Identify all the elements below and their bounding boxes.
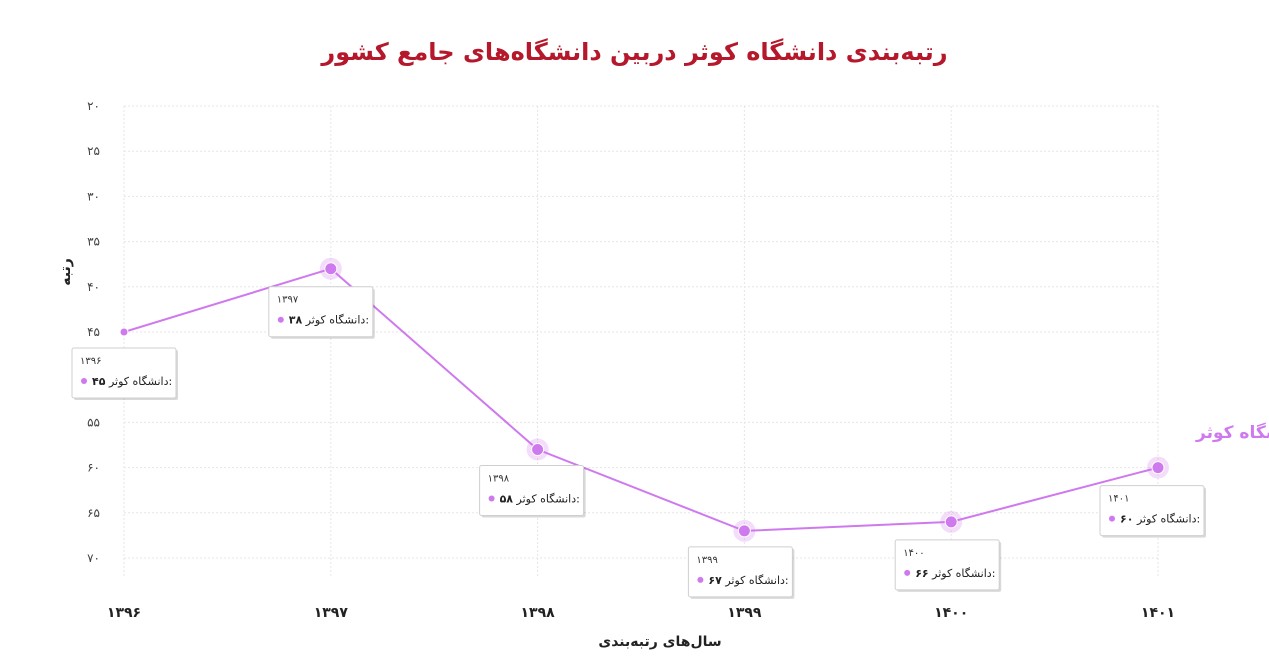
data-label-text: ۴۵ دانشگاه کوثر:	[92, 375, 172, 388]
data-point	[531, 443, 545, 457]
data-label-value: ۶۶	[915, 567, 928, 580]
data-label-box	[71, 347, 177, 399]
grid	[123, 105, 1159, 578]
data-label-box	[1099, 485, 1205, 537]
y-tick-label: ۴۵	[87, 325, 100, 339]
data-label-value: ۵۸	[500, 493, 514, 506]
data-point	[1151, 461, 1165, 475]
data-label-year: ۱۳۹۷	[277, 295, 299, 306]
data-label-marker	[81, 378, 87, 384]
data-point	[944, 515, 958, 529]
data-label-marker	[904, 569, 911, 576]
data-label-value: ۳۸	[289, 314, 303, 327]
data-label-box	[894, 539, 1000, 591]
data-label: ۱۳۹۷ ۳۸ دانشگاه کوثر:	[268, 286, 375, 339]
y-tick-label: ۲۰	[87, 99, 100, 113]
x-axis-label: سال‌های رتبه‌بندی	[598, 634, 721, 650]
data-label-series: دانشگاه کوثر:	[722, 574, 789, 587]
data-label-value: ۶۰	[1120, 513, 1133, 526]
data-label-text: ۵۸ دانشگاه کوثر:	[500, 493, 580, 506]
data-label-text: ۳۸ دانشگاه کوثر:	[289, 314, 369, 327]
data-label-box	[479, 465, 585, 517]
y-tick-label: ۶۰	[87, 461, 100, 475]
data-label-text: ۶۰ دانشگاه کوثر:	[1120, 513, 1200, 526]
data-label-marker	[277, 316, 284, 323]
data-label-value: ۴۵	[92, 375, 106, 388]
data-label-text: ۶۶ دانشگاه کوثر:	[915, 567, 995, 580]
data-point	[324, 262, 338, 276]
data-label-year: ۱۴۰۱	[1108, 494, 1129, 505]
data-label: ۱۳۹۸ ۵۸ دانشگاه کوثر:	[479, 465, 586, 518]
data-point	[119, 327, 129, 337]
data-label-year: ۱۳۹۹	[696, 555, 717, 566]
y-tick-label: ۵۵	[87, 415, 100, 429]
data-label-value: ۶۷	[708, 574, 722, 587]
series-name-label: دانشگاه کوثر	[1195, 422, 1269, 443]
data-label-box	[268, 286, 374, 338]
x-tick-label: ۱۴۰۱	[1141, 605, 1175, 621]
y-tick-label: ۳۵	[87, 235, 100, 249]
x-axis: ۱۳۹۶ ۱۳۹۷ ۱۳۹۸ ۱۳۹۹ ۱۴۰۰ ۱۴۰۱	[107, 605, 1175, 621]
series-kowsar	[119, 257, 1169, 542]
x-tick-label: ۱۳۹۸	[521, 605, 556, 621]
y-tick-label: ۲۵	[87, 144, 100, 158]
chart-title: رتبه‌بندی دانشگاه کوثر دربین دانشگاه‌های…	[321, 38, 948, 66]
data-label-box	[687, 546, 793, 598]
y-tick-label: ۷۰	[87, 551, 100, 565]
y-tick-label: ۳۰	[87, 189, 100, 203]
data-label-year: ۱۴۰۰	[903, 548, 924, 559]
data-label-series: دانشگاه کوثر:	[302, 314, 369, 327]
data-label: ۱۳۹۶ ۴۵ دانشگاه کوثر:	[71, 347, 178, 400]
data-label-marker	[697, 576, 704, 583]
data-label: ۱۳۹۹ ۶۷ دانشگاه کوثر:	[687, 546, 795, 599]
data-label-marker	[488, 495, 495, 502]
y-axis-label: رتبه	[58, 258, 74, 286]
data-label-series: دانشگاه کوثر:	[513, 493, 580, 506]
data-label-series: دانشگاه کوثر:	[929, 567, 996, 580]
data-label-year: ۱۳۹۸	[488, 474, 510, 485]
data-label-series: دانشگاه کوثر:	[105, 375, 172, 388]
y-tick-label: ۶۵	[87, 506, 100, 520]
x-tick-label: ۱۳۹۷	[314, 605, 349, 621]
data-point	[737, 524, 751, 538]
data-label: ۱۴۰۱ ۶۰ دانشگاه کوثر:	[1099, 485, 1206, 538]
data-label-text: ۶۷ دانشگاه کوثر:	[708, 574, 788, 587]
data-label: ۱۴۰۰ ۶۶ دانشگاه کوثر:	[894, 539, 1002, 592]
x-tick-label: ۱۴۰۰	[934, 605, 968, 621]
data-label-series: دانشگاه کوثر:	[1133, 513, 1200, 526]
data-label-marker	[1109, 515, 1115, 522]
y-tick-label: ۴۰	[87, 280, 100, 294]
data-label-year: ۱۳۹۶	[80, 356, 101, 367]
x-tick-label: ۱۳۹۹	[727, 605, 762, 621]
y-axis: ۲۰ ۲۵ ۳۰ ۳۵ ۴۰ ۴۵ ۵۵ ۶۰ ۶۵ ۷۰	[87, 99, 100, 565]
series-line	[123, 267, 1159, 532]
x-tick-label: ۱۳۹۶	[107, 605, 141, 621]
